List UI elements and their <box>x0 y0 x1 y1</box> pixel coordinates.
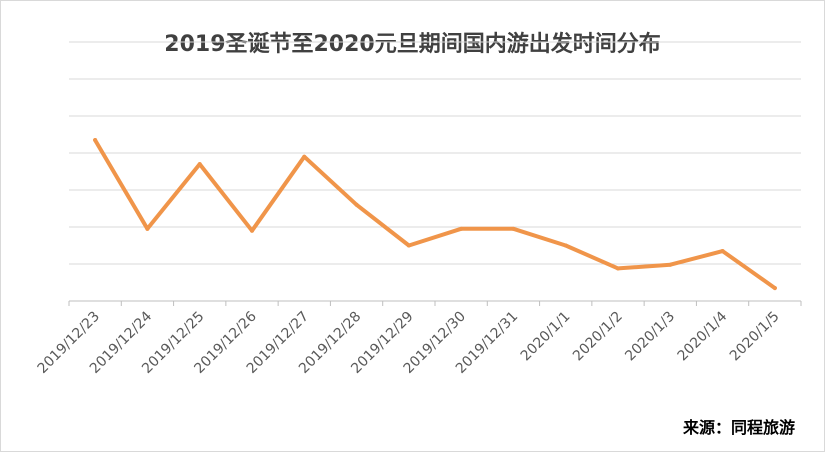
data-point <box>459 226 464 231</box>
source-note: 来源：同程旅游 <box>682 418 795 437</box>
data-point <box>511 226 516 231</box>
data-point <box>772 286 777 291</box>
data-point <box>93 138 98 143</box>
x-tick-label: 2020/1/3 <box>622 309 678 365</box>
chart-title: 2019圣诞节至2020元旦期间国内游出发时间分布 <box>164 32 661 57</box>
x-tick-label: 2020/1/5 <box>727 309 783 365</box>
series-line <box>93 138 777 291</box>
data-point <box>250 228 254 233</box>
data-point <box>720 249 725 254</box>
data-point <box>197 162 202 167</box>
data-point <box>668 262 673 267</box>
data-point <box>616 266 620 271</box>
data-point <box>145 226 150 231</box>
data-point <box>563 243 568 248</box>
data-point <box>354 202 359 207</box>
x-tick-label: 2020/1/1 <box>518 309 574 365</box>
data-point <box>302 154 307 159</box>
data-point <box>406 243 411 248</box>
x-tick-label: 2020/1/4 <box>675 308 731 364</box>
x-tick-label: 2020/1/2 <box>570 309 626 365</box>
